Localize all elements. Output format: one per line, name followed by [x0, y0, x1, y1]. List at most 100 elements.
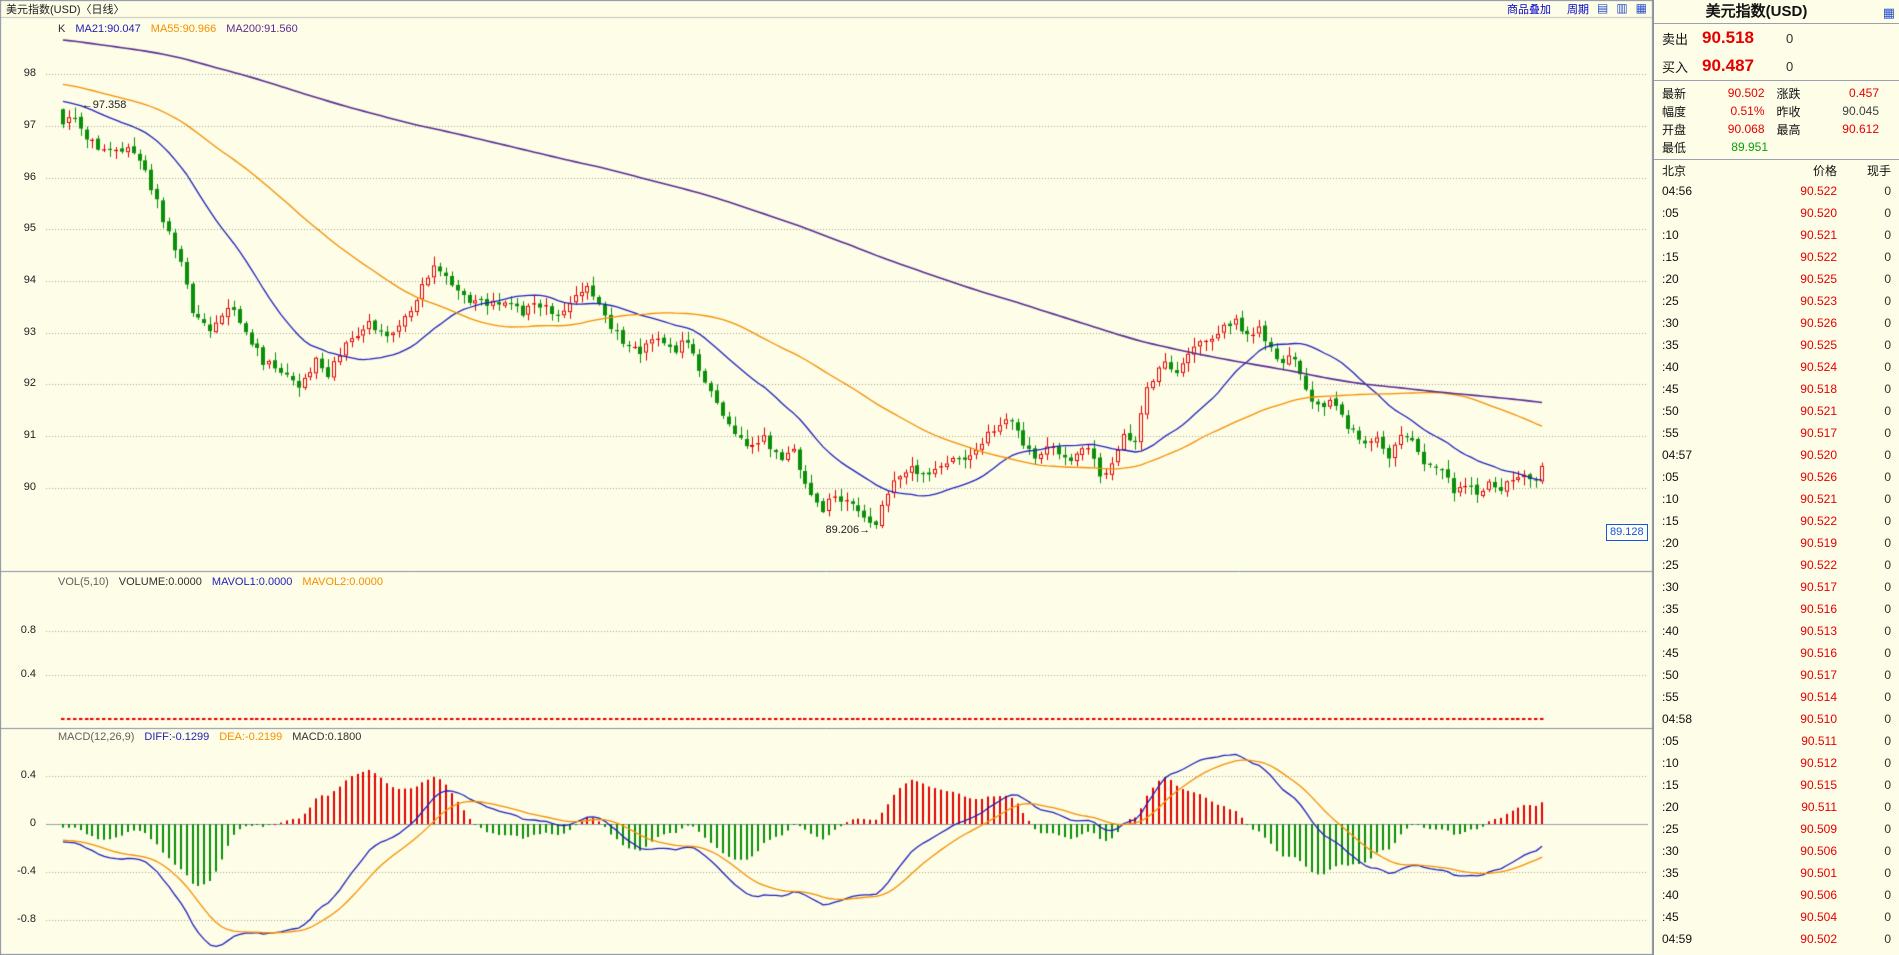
tick-row: :25 90.523 0	[1662, 290, 1891, 312]
tick-qty: 0	[1884, 910, 1891, 924]
tick-price: 90.520	[1800, 206, 1837, 220]
tick-price: 90.511	[1801, 800, 1837, 814]
tick-row: :15 90.515 0	[1662, 774, 1891, 796]
tick-row: :20 90.519 0	[1662, 532, 1891, 554]
tick-qty: 0	[1884, 844, 1891, 858]
tick-row: :35 90.525 0	[1662, 334, 1891, 356]
tick-time: :15	[1662, 778, 1679, 792]
tick-price: 90.506	[1800, 888, 1837, 902]
tick-qty: 0	[1884, 756, 1891, 770]
tick-qty: 0	[1884, 184, 1891, 198]
chart-toolbar-right: 商品叠加 周期 ▤ ▥ ▦	[1491, 1, 1647, 17]
tick-qty: 0	[1884, 228, 1891, 242]
price-chart-canvas[interactable]	[0, 0, 1653, 955]
tick-row: :30 90.526 0	[1662, 312, 1891, 334]
overlay-link[interactable]: 商品叠加	[1506, 3, 1551, 16]
period-link[interactable]: 周期	[1566, 3, 1589, 16]
tick-price: 90.509	[1800, 822, 1837, 836]
tick-time: :50	[1662, 668, 1679, 682]
quote-stats: 最新 90.502 涨跌 0.457 幅度 0.51% 昨收 90.045 开盘 90.068 最高…	[1654, 81, 1899, 159]
stat-label: 幅度	[1662, 104, 1687, 119]
right-axis-price-tag: 89.128	[1606, 523, 1648, 541]
stat-row: 最新 90.502 涨跌 0.457	[1662, 84, 1891, 102]
macd-legend-item: MACD:0.1800	[292, 731, 362, 743]
tick-price: 90.506	[1800, 844, 1837, 858]
tick-row: :30 90.506 0	[1662, 840, 1891, 862]
tick-price: 90.521	[1800, 492, 1837, 506]
macd-y-tick: -0.4	[17, 865, 36, 877]
macd-y-tick: 0.4	[20, 769, 36, 781]
tick-price: 90.525	[1800, 272, 1837, 286]
tick-time: 04:57	[1662, 448, 1693, 462]
tick-row: :25 90.522 0	[1662, 554, 1891, 576]
tick-price: 90.526	[1800, 470, 1837, 484]
volume-panel-legend: VOL(5,10) VOLUME:0.0000 MAVOL1:0.0000 MAVOL…	[58, 576, 393, 588]
layout-icon-1[interactable]: ▤	[1596, 1, 1609, 15]
tick-time: :35	[1662, 866, 1679, 880]
tick-time: :10	[1662, 756, 1679, 770]
tick-price: 90.517	[1800, 426, 1837, 440]
tick-time: 04:59	[1662, 932, 1693, 946]
main-y-tick: 95	[23, 222, 36, 235]
tick-qty: 0	[1884, 822, 1891, 836]
tick-time: :40	[1662, 888, 1679, 902]
chart-title: 美元指数(USD)〈日线〉	[6, 3, 125, 16]
stat-row: 最低 89.951	[1662, 138, 1891, 156]
low-price-annotation: 89.206→	[825, 523, 871, 536]
tick-table-header: 北京 价格 现手	[1654, 160, 1899, 180]
layout-icon-2[interactable]: ▥	[1616, 1, 1628, 15]
tick-price: 90.522	[1800, 250, 1837, 264]
tick-row: :40 90.524 0	[1662, 356, 1891, 378]
stat-value: 0.51%	[1730, 104, 1765, 118]
tick-qty: 0	[1884, 602, 1891, 616]
tick-price: 90.521	[1800, 228, 1837, 242]
tick-time: :15	[1662, 250, 1679, 264]
main-y-tick: 90	[23, 480, 36, 493]
tick-row: :45 90.504 0	[1662, 906, 1891, 928]
stat-label: 开盘	[1662, 122, 1687, 137]
tick-row: :05 90.511 0	[1662, 730, 1891, 752]
tick-price: 90.511	[1801, 734, 1837, 748]
macd-legend-item: DIFF:-0.1299	[144, 731, 210, 743]
tick-price: 90.502	[1800, 932, 1837, 946]
tick-qty: 0	[1884, 536, 1891, 550]
tick-price: 90.513	[1800, 624, 1837, 638]
tick-time: :35	[1662, 602, 1679, 616]
tick-price: 90.504	[1800, 910, 1837, 924]
tick-row: :20 90.525 0	[1662, 268, 1891, 290]
tick-price: 90.501	[1800, 866, 1837, 880]
stat-value: 90.045	[1842, 104, 1879, 118]
panel-grid-icon[interactable]: ▦	[1882, 5, 1895, 20]
tick-row: :40 90.513 0	[1662, 620, 1891, 642]
layout-icon-3[interactable]: ▦	[1635, 1, 1647, 15]
tick-qty: 0	[1884, 206, 1891, 220]
tick-qty: 0	[1884, 316, 1891, 330]
vol-legend-item: VOL(5,10)	[58, 576, 109, 588]
stat-value: 0.457	[1848, 86, 1879, 100]
stat-value: 90.502	[1727, 86, 1765, 100]
tick-price: 90.516	[1800, 602, 1837, 616]
tick-row: :15 90.522 0	[1662, 510, 1891, 532]
tick-qty: 0	[1884, 646, 1891, 660]
tick-header-time: 北京	[1662, 163, 1687, 178]
tick-row: :35 90.516 0	[1662, 598, 1891, 620]
tick-qty: 0	[1884, 272, 1891, 286]
tick-time: :45	[1662, 646, 1679, 660]
stat-value: 90.612	[1842, 122, 1879, 136]
tick-time: :25	[1662, 294, 1679, 308]
tick-qty: 0	[1884, 382, 1891, 396]
tick-time: :25	[1662, 822, 1679, 836]
tick-time: :30	[1662, 844, 1679, 858]
tick-time: :30	[1662, 316, 1679, 330]
quote-panel: 美元指数(USD) ▦ 卖出 90.518 0 买入 90.487 0 最新 90…	[1653, 0, 1899, 955]
stat-label: 最低	[1662, 140, 1687, 155]
tick-qty: 0	[1884, 668, 1891, 682]
tick-price: 90.510	[1800, 712, 1837, 726]
main-y-tick: 96	[23, 170, 36, 183]
layout-icons-group: ▤ ▥ ▦	[1589, 2, 1647, 15]
bid-row: 买入 90.487 0	[1654, 52, 1899, 80]
main-y-tick: 91	[23, 429, 36, 442]
tick-time: :50	[1662, 404, 1679, 418]
main-legend-item: K	[58, 23, 66, 35]
